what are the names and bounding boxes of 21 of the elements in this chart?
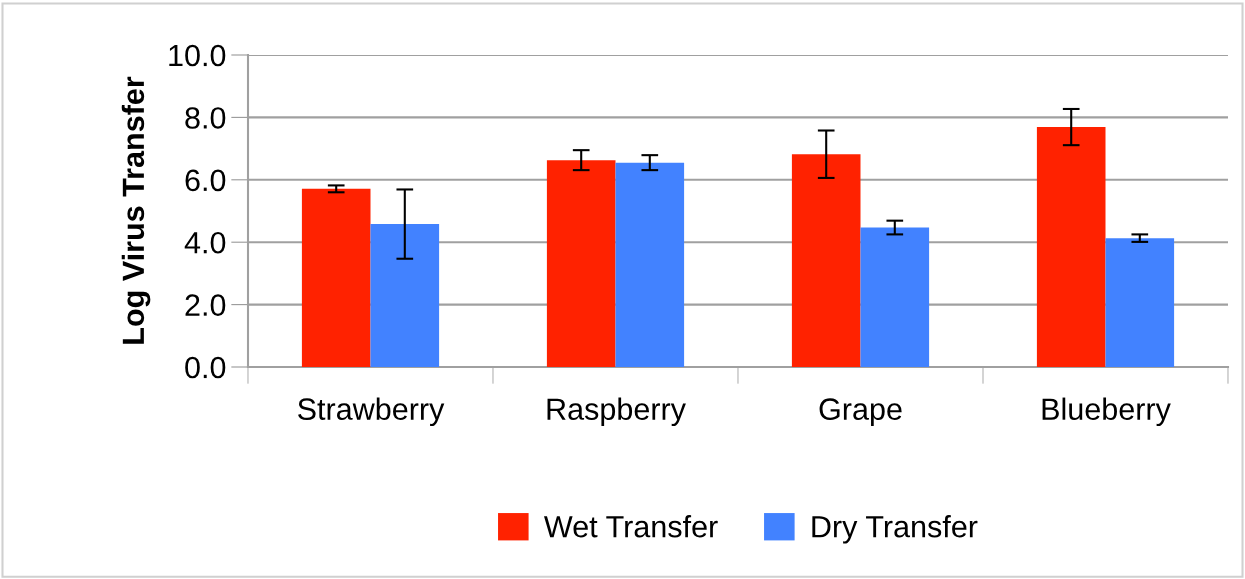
bar — [1105, 238, 1175, 367]
y-tick-label: 2.0 — [185, 294, 226, 316]
bar — [1036, 127, 1106, 367]
y-tick-label: 8.0 — [185, 107, 226, 129]
x-tick-label: Strawberry — [298, 397, 445, 427]
bar — [860, 227, 930, 367]
x-tick-label: Raspberry — [547, 397, 686, 427]
y-axis-title: Log Virus Transfer — [121, 76, 151, 344]
y-tick-label: 4.0 — [184, 231, 226, 254]
x-tick-label: Grape — [819, 398, 902, 427]
legend-label: Dry Transfer — [812, 515, 978, 544]
legend-label: Wet Transfer — [544, 515, 718, 538]
y-tick-label: 6.0 — [185, 169, 226, 192]
bar — [791, 154, 861, 367]
bar — [546, 160, 616, 367]
bar — [301, 188, 371, 367]
bar — [615, 162, 685, 367]
y-tick-label: 0.0 — [185, 356, 226, 379]
bar — [370, 224, 440, 367]
y-tick-label: 10.0 — [169, 44, 226, 67]
x-tick-label: Blueberry — [1042, 397, 1171, 427]
